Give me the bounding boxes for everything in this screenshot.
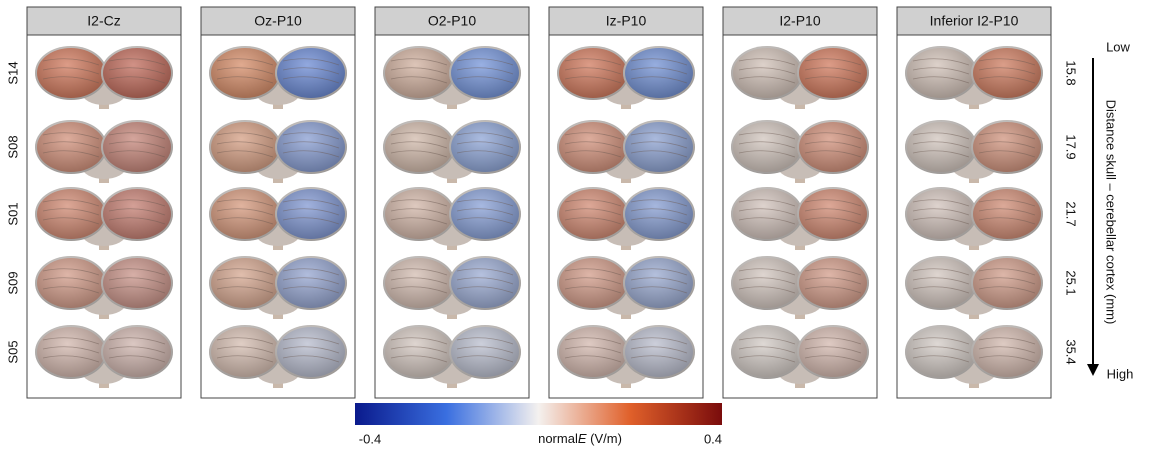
distance-label: 17.9 (1064, 134, 1079, 159)
column-label: Inferior I2-P10 (930, 13, 1019, 29)
row-label: S09 (5, 271, 20, 294)
distance-arrowhead (1087, 364, 1099, 376)
row-label: S14 (5, 61, 20, 84)
figure: I2-Cz Oz-P10 O2-P10 Iz-P10 I2-P10 Inferior I2… (0, 0, 1149, 451)
colorbar-label: normalE (V/m) (538, 431, 622, 446)
label-part: normal (538, 431, 578, 446)
distance-label: 25.1 (1064, 270, 1079, 295)
low-label: Low (1106, 39, 1130, 54)
row-label: S08 (5, 135, 20, 158)
row-label: S01 (5, 202, 20, 225)
colorbar (355, 403, 722, 425)
distance-axis-title: Distance skull – cerebellar cortex (mm) (1104, 100, 1119, 325)
label-part: E (578, 431, 587, 446)
column-label: O2-P10 (428, 13, 476, 29)
column-label: Iz-P10 (606, 13, 647, 29)
colorbar-min: -0.4 (359, 431, 381, 446)
distance-label: 15.8 (1064, 60, 1079, 85)
distance-label: 35.4 (1064, 339, 1079, 364)
colorbar-max: 0.4 (704, 431, 722, 446)
column-label: I2-P10 (779, 13, 820, 29)
distance-label: 21.7 (1064, 201, 1079, 226)
column-label: I2-Cz (87, 13, 120, 29)
label-part: (V/m) (587, 431, 622, 446)
column-label: Oz-P10 (254, 13, 302, 29)
page: {"figure": { "columns": ["I2-Cz", "Oz-P1… (0, 0, 1149, 456)
row-label: S05 (5, 340, 20, 363)
high-label: High (1107, 366, 1134, 381)
